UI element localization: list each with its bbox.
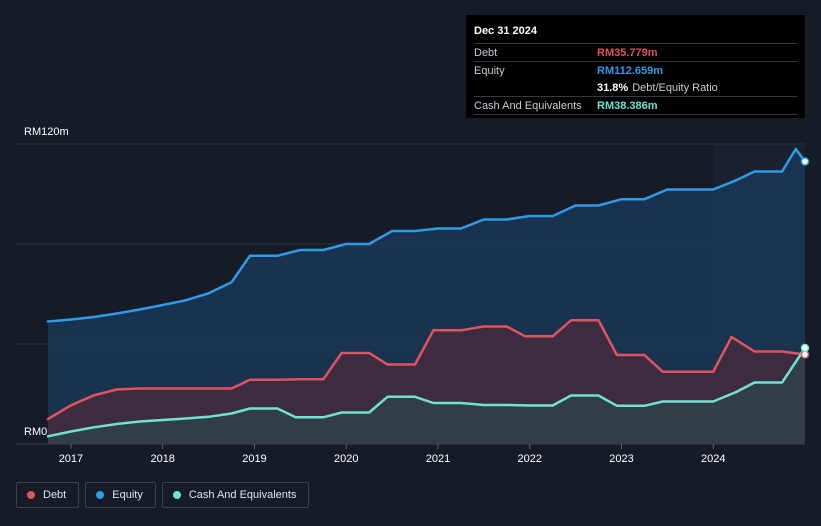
equity-dot-icon: [96, 491, 105, 499]
debt-dot-icon: [27, 491, 35, 499]
cash-and-equivalents-end-marker: [800, 343, 810, 353]
x-axis: 2017 2018 2019 2020 2021 2022 2023 2024: [16, 443, 805, 465]
tooltip-debt-value: RM35.779m: [597, 46, 658, 59]
tooltip-row-debt: Debt RM35.779m: [474, 43, 797, 61]
legend-toggle-cash[interactable]: Cash And Equivalents: [161, 482, 310, 508]
x-tick-label: 2018: [150, 453, 174, 465]
tooltip-ratio-value: 31.8%: [597, 81, 629, 94]
data-tooltip: Dec 31 2024 Debt RM35.779m Equity RM112.…: [466, 15, 805, 118]
tooltip-cash-value: RM38.386m: [597, 99, 658, 112]
tooltip-row-ratio: 31.8% Debt/Equity Ratio: [474, 79, 797, 96]
x-tick-label: 2023: [609, 453, 633, 465]
cash-and-equivalents-area: [48, 348, 805, 444]
legend-cash-label: Cash And Equivalents: [188, 489, 297, 501]
legend-debt-label: Debt: [43, 489, 67, 501]
tooltip-date: Dec 31 2024: [474, 25, 537, 37]
tooltip-debt-label: Debt: [474, 46, 498, 59]
end-markers: [800, 157, 810, 359]
x-tick-label: 2017: [59, 453, 83, 465]
equity-line: [46, 147, 807, 323]
tooltip-cash-label: Cash And Equivalents: [474, 99, 582, 112]
tooltip-row-cash: Cash And Equivalents RM38.386m: [474, 96, 797, 115]
legend-toggle-debt[interactable]: Debt: [16, 482, 80, 508]
x-tick-label: 2021: [426, 453, 450, 465]
tooltip-ratio-label: Debt/Equity Ratio: [632, 81, 718, 94]
tooltip-row-equity: Equity RM112.659m: [474, 61, 797, 79]
chart-legend: Debt Equity Cash And Equivalents: [16, 482, 310, 508]
x-tick-label: 2022: [517, 453, 541, 465]
cash-and-equivalents-line: [46, 346, 807, 438]
tooltip-equity-label: Equity: [474, 64, 505, 77]
x-tick-label: 2020: [334, 453, 358, 465]
series-lines: [46, 147, 807, 438]
cash-dot-icon: [172, 491, 181, 499]
tooltip-equity-value: RM112.659m: [597, 64, 664, 77]
legend-toggle-equity[interactable]: Equity: [85, 482, 156, 508]
equity-end-marker: [800, 157, 810, 166]
x-tick-label: 2024: [701, 453, 725, 465]
x-tick-label: 2019: [242, 453, 266, 465]
y-tick-label-min: RM0: [24, 426, 47, 438]
y-tick-label-max: RM120m: [24, 126, 69, 138]
debt-line: [46, 319, 807, 421]
legend-equity-label: Equity: [112, 489, 143, 501]
